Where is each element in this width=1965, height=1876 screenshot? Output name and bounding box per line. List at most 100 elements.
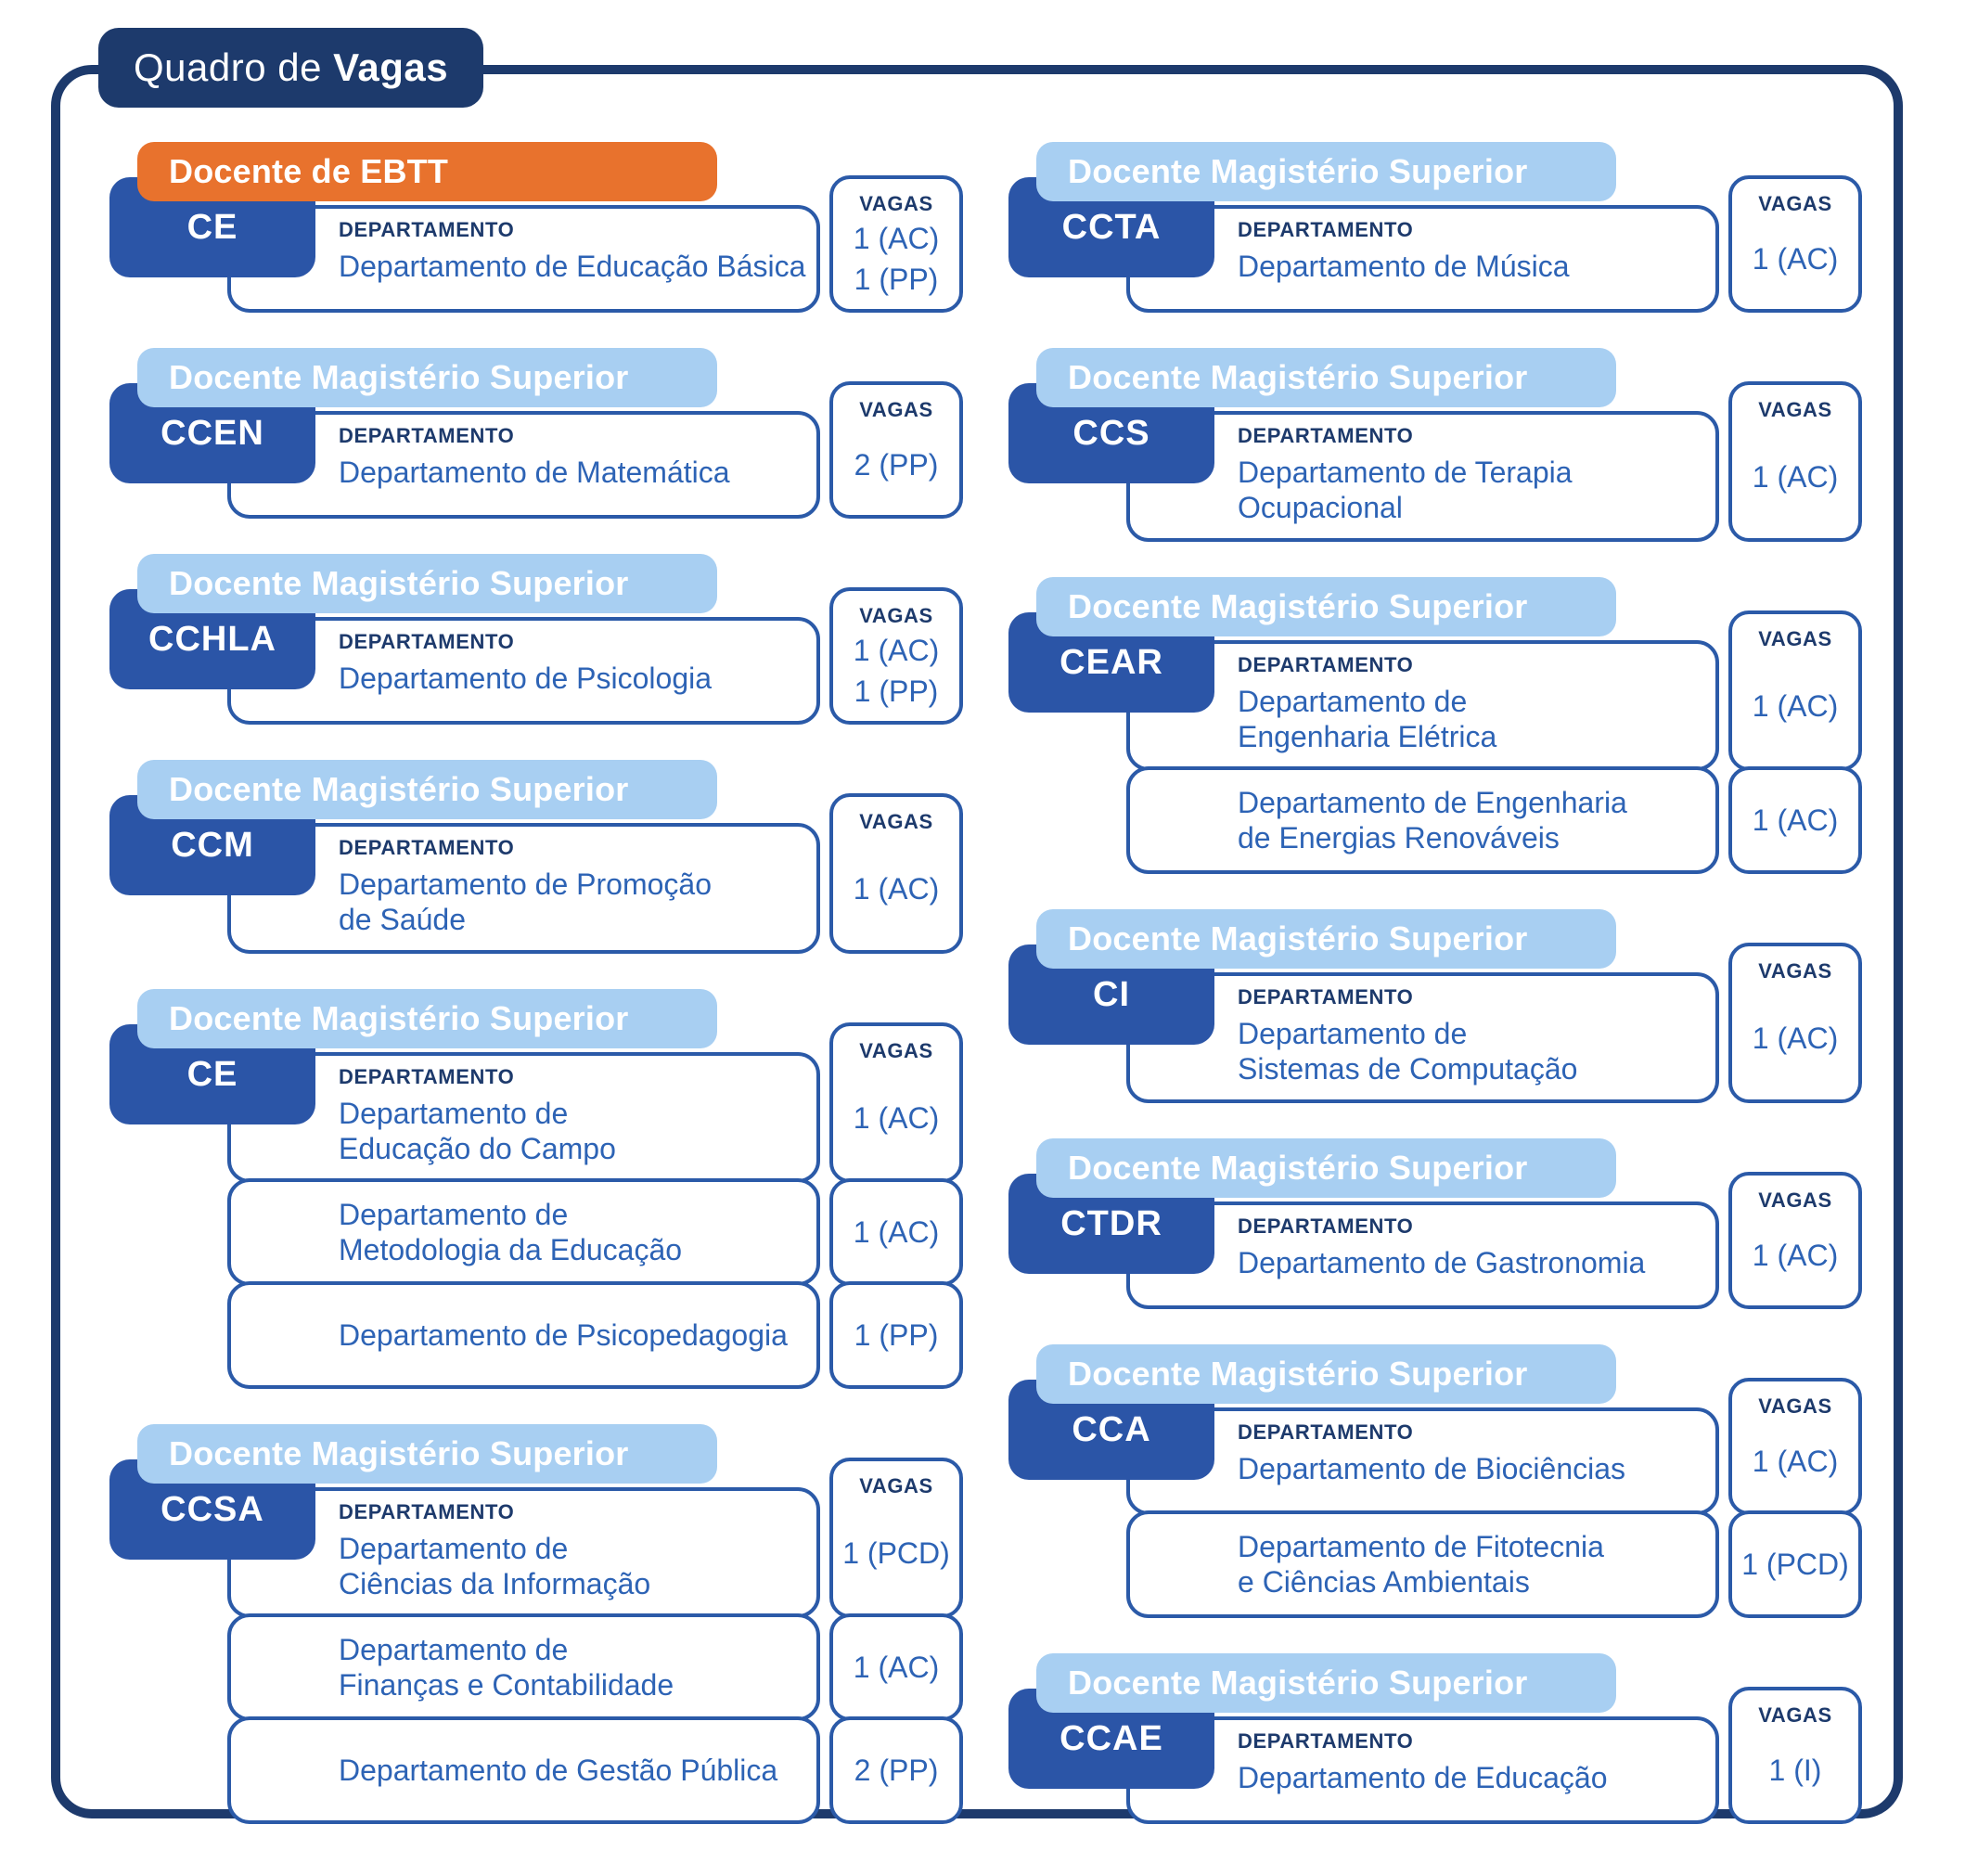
vagas-value: 1 (AC) [1752, 803, 1839, 837]
department-row: Departamento de Finanças e Contabilidade 1… [227, 1613, 963, 1721]
department-name-line: Departamento de Gastronomia [1238, 1246, 1646, 1279]
department-name-line: Departamento de Psicologia [339, 662, 713, 695]
role-banner: Docente Magistério Superior [137, 1424, 717, 1484]
vagas-values: 1 (AC) [1753, 1419, 1838, 1504]
vagas-header-label: VAGAS [1758, 959, 1832, 983]
vagas-cell: VAGAS 1 (AC) [1728, 610, 1862, 771]
vagas-values: 2 (PP) [854, 422, 939, 508]
vagas-header-label: VAGAS [1758, 1703, 1832, 1727]
vagas-cell: VAGAS 1 (AC) [1728, 1172, 1862, 1309]
department-row: DEPARTAMENTO Departamento de Educação do C… [227, 1022, 963, 1183]
role-banner: Docente Magistério Superior [1036, 577, 1616, 636]
department-header-label: DEPARTAMENTO [1238, 1729, 1414, 1753]
role-banner: Docente Magistério Superior [137, 554, 717, 613]
department-cell: DEPARTAMENTO Departamento de Educação Bás… [227, 205, 820, 313]
department-row: DEPARTAMENTO Departamento de Música VAGAS 1… [1126, 175, 1862, 313]
vagas-cell: VAGAS 1 (AC) [1728, 175, 1862, 313]
page-title: Quadro de Vagas [98, 28, 484, 108]
department-cell: Departamento de Metodologia da Educação [227, 1178, 820, 1286]
department-row: DEPARTAMENTO Departamento de Engenharia El… [1126, 610, 1862, 771]
department-row: DEPARTAMENTO Departamento de Educação VAGA… [1126, 1687, 1862, 1824]
vagas-header-label: VAGAS [1758, 398, 1832, 421]
department-name: Departamento de Sistemas de Computação [1238, 1016, 1693, 1086]
department-row: DEPARTAMENTO Departamento de Sistemas de C… [1126, 943, 1862, 1103]
role-banner: Docente Magistério Superior [1036, 1653, 1616, 1713]
vagas-values: 1 (AC) [854, 1647, 939, 1688]
department-header-label: DEPARTAMENTO [339, 424, 515, 447]
cards-container: Docente de EBTT CE DEPARTAMENTO Departament… [109, 142, 1907, 1859]
department-header-label: DEPARTAMENTO [339, 630, 515, 653]
department-header-label: DEPARTAMENTO [1238, 985, 1414, 1009]
vacancy-card: Docente Magistério Superior CCTA DEPARTAME… [1008, 142, 1862, 313]
department-name-line: Departamento de Matemática [339, 456, 730, 489]
vagas-values: 1 (PCD) [1741, 1544, 1849, 1585]
vacancy-card: Docente Magistério Superior CTDR DEPARTAME… [1008, 1138, 1862, 1309]
department-rows: DEPARTAMENTO Departamento de Educação VAGA… [1126, 1687, 1862, 1824]
department-rows: DEPARTAMENTO Departamento de Terapia Ocupa… [1126, 381, 1862, 542]
page-title-regular: Quadro de [134, 45, 334, 89]
vagas-header-label: VAGAS [1758, 1394, 1832, 1418]
vagas-cell: VAGAS 1 (AC) [829, 793, 963, 954]
vacancy-card: Docente Magistério Superior CE DEPARTAMENT… [109, 989, 963, 1389]
department-cell: DEPARTAMENTO Departamento de Promoção de S… [227, 823, 820, 954]
department-name: Departamento de Gastronomia [1238, 1245, 1693, 1280]
department-name-line: Departamento de Gestão Pública [339, 1754, 778, 1787]
role-banner: Docente Magistério Superior [1036, 1138, 1616, 1198]
department-name: Departamento de Educação do Campo [339, 1096, 794, 1166]
department-name: Departamento de Psicologia [339, 661, 794, 696]
vagas-value: 1 (AC) [1752, 688, 1839, 723]
department-row: DEPARTAMENTO Departamento de Educação Bás… [227, 175, 963, 313]
vagas-values: 1 (AC) [854, 1212, 939, 1253]
vagas-values: 1 (PCD) [842, 1498, 950, 1607]
vagas-values: 1 (AC) [1753, 422, 1838, 531]
department-cell: DEPARTAMENTO Departamento de Música [1126, 205, 1719, 313]
page-border-frame [51, 65, 1903, 1818]
department-row: DEPARTAMENTO Departamento de Promoção de S… [227, 793, 963, 954]
department-header-label: DEPARTAMENTO [1238, 218, 1414, 241]
department-name-line: Departamento de [339, 1532, 569, 1565]
vagas-values: 1 (AC) [854, 1063, 939, 1172]
vagas-values: 1 (AC) [1753, 216, 1838, 302]
department-header-label: DEPARTAMENTO [339, 1500, 515, 1523]
vagas-value: 1 (AC) [853, 1100, 940, 1135]
department-cell: DEPARTAMENTO Departamento de Biociências [1126, 1407, 1719, 1515]
department-name-line: Metodologia da Educação [339, 1233, 683, 1266]
department-row: Departamento de Fitotecnia e Ciências Amb… [1126, 1510, 1862, 1618]
vagas-values: 1 (AC) [854, 834, 939, 943]
department-name: Departamento de Gestão Pública [339, 1753, 794, 1788]
department-name-line: e Ciências Ambientais [1238, 1565, 1530, 1599]
department-name: Departamento de Metodologia da Educação [339, 1197, 794, 1267]
vagas-value: 1 (I) [1768, 1754, 1822, 1787]
vagas-cell: 1 (AC) [829, 1178, 963, 1286]
department-name-line: Departamento de [339, 1198, 569, 1231]
department-row: DEPARTAMENTO Departamento de Terapia Ocupa… [1126, 381, 1862, 542]
department-row: DEPARTAMENTO Departamento de Biociências V… [1126, 1378, 1862, 1515]
vacancy-card: Docente Magistério Superior CEAR DEPARTAME… [1008, 577, 1862, 874]
department-rows: DEPARTAMENTO Departamento de Biociências V… [1126, 1378, 1862, 1618]
department-header-label: DEPARTAMENTO [339, 218, 515, 241]
department-row: Departamento de Psicopedagogia 1 (PP) [227, 1281, 963, 1389]
department-name: Departamento de Engenharia de Energias Re… [1238, 785, 1693, 855]
vagas-value: 1 (AC) [853, 222, 940, 255]
department-name-line: Departamento de Promoção [339, 867, 712, 901]
vagas-header-label: VAGAS [859, 604, 933, 627]
department-name: Departamento de Terapia Ocupacional [1238, 455, 1693, 525]
role-banner: Docente Magistério Superior [1036, 142, 1616, 201]
vagas-value: 2 (PP) [854, 1754, 939, 1787]
vagas-header-label: VAGAS [1758, 1189, 1832, 1212]
department-row: DEPARTAMENTO Departamento de Psicologia VA… [227, 587, 963, 725]
page-title-bold: Vagas [333, 45, 449, 89]
department-row: DEPARTAMENTO Departamento de Gastronomia V… [1126, 1172, 1862, 1309]
role-banner: Docente Magistério Superior [1036, 1344, 1616, 1404]
vagas-values: 1 (AC) [1753, 983, 1838, 1092]
vagas-value: 2 (PP) [854, 448, 939, 482]
department-name-line: Departamento de [1238, 1017, 1468, 1050]
department-cell: DEPARTAMENTO Departamento de Educação do C… [227, 1052, 820, 1183]
department-row: DEPARTAMENTO Departamento de Ciências da I… [227, 1458, 963, 1618]
vagas-values: 2 (PP) [854, 1750, 939, 1791]
department-name-line: Finanças e Contabilidade [339, 1668, 674, 1702]
vagas-cell: VAGAS 1 (AC) [829, 1022, 963, 1183]
vagas-value: 1 (PP) [854, 675, 939, 708]
role-banner: Docente Magistério Superior [137, 348, 717, 407]
department-name-line: Departamento de Biociências [1238, 1452, 1626, 1485]
